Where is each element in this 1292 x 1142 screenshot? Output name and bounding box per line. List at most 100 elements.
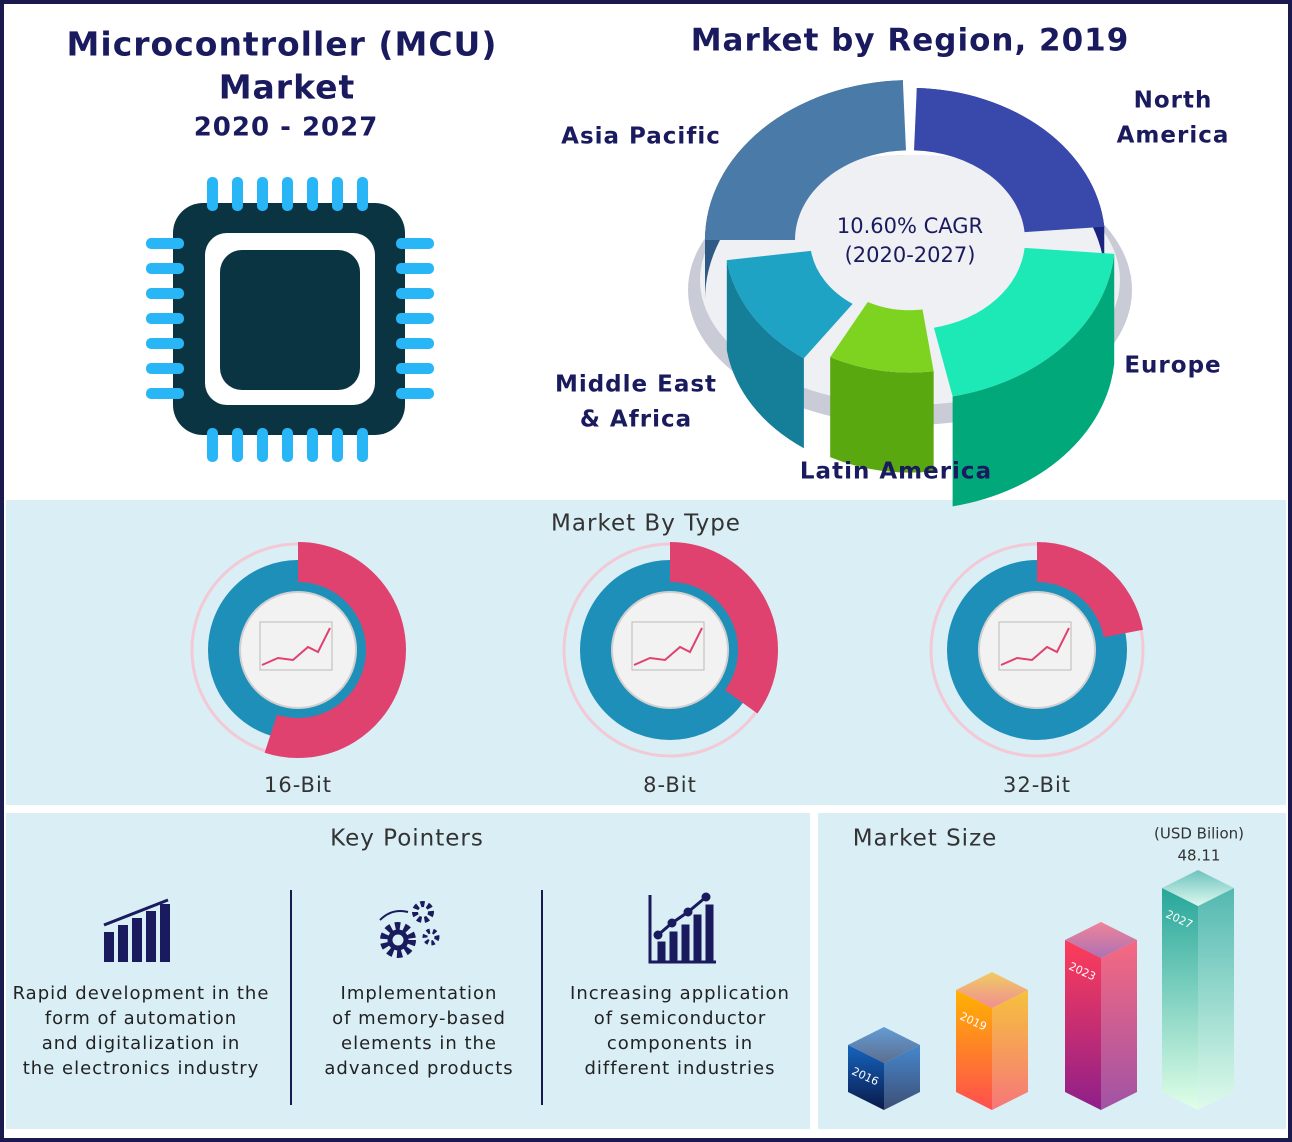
region-label: North (1134, 88, 1213, 114)
bar-front (1162, 888, 1198, 1110)
unit: (USD Bilion) (1154, 825, 1244, 843)
chart-icon (1000, 627, 1070, 666)
pin (232, 428, 243, 462)
segment (705, 80, 906, 240)
value-label: 48.11 (1178, 847, 1221, 865)
pin (207, 177, 218, 211)
segment (914, 87, 1105, 233)
pointer-text: Implementation (341, 983, 498, 1004)
bar-side (1198, 888, 1234, 1110)
pin (257, 177, 268, 211)
pointer-text: the electronics industry (23, 1058, 260, 1079)
type-title: Market By Type (551, 511, 741, 537)
donut-segment (669, 542, 778, 714)
region-label: & Africa (580, 407, 692, 433)
type-label: 16-Bit (264, 773, 332, 797)
center (239, 591, 357, 709)
pin (396, 363, 434, 374)
pin (307, 428, 318, 462)
region-label: Latin America (800, 459, 992, 485)
center (611, 591, 729, 709)
pin (282, 177, 293, 211)
bar-top (848, 1027, 920, 1063)
bar-front (956, 990, 992, 1110)
pin (257, 428, 268, 462)
region-label: Asia Pacific (561, 124, 721, 150)
chip-icon (146, 177, 434, 462)
title: Microcontroller (MCU) (67, 25, 498, 64)
chart-icon (261, 627, 331, 666)
segment-side (952, 253, 1115, 507)
bars-icon (103, 898, 170, 962)
pin (232, 177, 243, 211)
size-title: Market Size (853, 826, 998, 852)
pin (396, 338, 434, 349)
region-label: America (1117, 123, 1230, 149)
segment (726, 250, 853, 359)
pointer-text: Rapid development in the (13, 983, 270, 1004)
pin (357, 177, 368, 211)
donut-segment (1036, 542, 1144, 638)
pointer-text: Increasing application (570, 983, 790, 1004)
growth-icon (648, 892, 716, 964)
region-label: Middle East (555, 372, 717, 398)
pin (332, 177, 343, 211)
pointer-text: different industries (585, 1058, 776, 1079)
type-label: 32-Bit (1003, 773, 1071, 797)
bar-top (956, 972, 1028, 1008)
pointer-text: form of automation (45, 1008, 237, 1029)
segment-side (830, 357, 934, 473)
bar-side (884, 1045, 920, 1110)
pin (146, 263, 184, 274)
bar-front (848, 1045, 884, 1110)
pointer-text: components in (607, 1033, 753, 1054)
pin (146, 388, 184, 399)
pointer-text: of memory-based (332, 1008, 506, 1029)
donut-segment (264, 542, 406, 758)
type-label: 8-Bit (643, 773, 697, 797)
region-title: Market by Region, 2019 (691, 23, 1130, 59)
pin (146, 238, 184, 249)
pointer-text: of semiconductor (594, 1008, 767, 1029)
pin (357, 428, 368, 462)
pin (396, 238, 434, 249)
cagr: 10.60% CAGR (837, 214, 983, 238)
segment-side (726, 260, 804, 449)
chart-icon (259, 621, 333, 671)
pointer-text: advanced products (324, 1058, 513, 1079)
bar-top (1065, 922, 1137, 958)
pin (332, 428, 343, 462)
pin (396, 388, 434, 399)
bar-front (1065, 940, 1101, 1110)
pin (146, 338, 184, 349)
pointers-title: Key Pointers (330, 826, 484, 852)
pointers-panel (6, 813, 810, 1129)
pointer-text: and digitalization in (42, 1033, 241, 1054)
region-label: Europe (1124, 353, 1221, 379)
chart-icon (631, 621, 705, 671)
segment (933, 247, 1115, 397)
pin (207, 428, 218, 462)
chart-icon (633, 627, 703, 666)
segment (830, 301, 934, 373)
title: Market (219, 68, 356, 107)
chart-icon (998, 621, 1072, 671)
bar-side (992, 990, 1028, 1110)
gears-icon (379, 901, 440, 958)
pin (396, 288, 434, 299)
pin (396, 263, 434, 274)
center (978, 591, 1096, 709)
cagr: (2020-2027) (845, 243, 976, 267)
pin (282, 428, 293, 462)
pin (146, 363, 184, 374)
pin (146, 313, 184, 324)
bar-side (1101, 940, 1137, 1110)
region-donut (705, 80, 1115, 507)
type-donuts: 16-Bit 8-Bit 32-Bit (190, 542, 1145, 797)
pin (396, 313, 434, 324)
bar-top (1162, 870, 1234, 906)
pin (307, 177, 318, 211)
years: 2020 - 2027 (194, 113, 379, 143)
pin (146, 288, 184, 299)
pointer-text: elements in the (341, 1033, 497, 1054)
